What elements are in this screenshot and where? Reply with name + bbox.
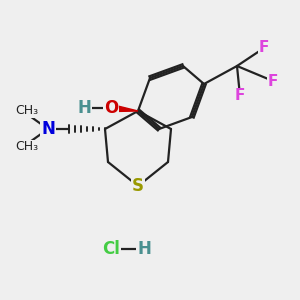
Text: N: N: [41, 120, 55, 138]
Text: O: O: [104, 99, 118, 117]
Polygon shape: [111, 104, 138, 112]
Text: CH₃: CH₃: [15, 104, 39, 118]
Text: CH₃: CH₃: [15, 140, 39, 154]
Text: Cl: Cl: [102, 240, 120, 258]
Text: H: H: [137, 240, 151, 258]
Text: F: F: [268, 74, 278, 88]
Text: H: H: [77, 99, 91, 117]
Text: S: S: [132, 177, 144, 195]
Text: F: F: [235, 88, 245, 104]
Text: F: F: [259, 40, 269, 56]
